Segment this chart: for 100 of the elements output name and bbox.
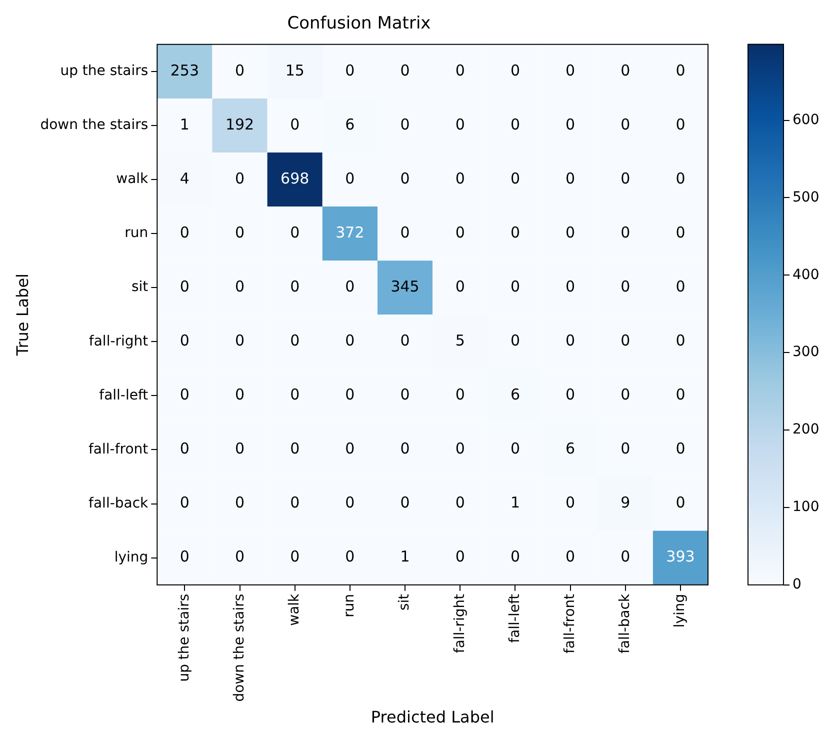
x-tick-label: walk	[286, 592, 303, 626]
data-label: 0	[510, 277, 520, 296]
y-tick-label: fall-left	[99, 387, 149, 404]
data-label: 0	[345, 440, 355, 458]
x-tick-label: fall-right	[452, 593, 468, 654]
data-label: 0	[455, 548, 465, 566]
x-tick-label: sit	[396, 593, 413, 611]
data-label: 0	[290, 548, 300, 566]
data-label: 0	[235, 440, 245, 458]
data-label: 0	[676, 494, 686, 512]
data-label: 0	[345, 386, 355, 404]
data-label: 0	[290, 277, 300, 296]
color-bar-label: 500	[792, 189, 820, 206]
data-label: 0	[235, 332, 245, 350]
color-bar-label: 300	[792, 344, 820, 360]
data-label: 372	[336, 223, 364, 242]
x-tick-label: fall-front	[562, 593, 578, 654]
data-label: 0	[566, 386, 576, 404]
data-label: 0	[180, 223, 190, 242]
data-label: 0	[235, 548, 245, 566]
data-label: 0	[566, 494, 576, 512]
data-label: 1	[510, 494, 520, 512]
data-label: 345	[390, 277, 420, 296]
y-tick-label: fall-back	[88, 495, 150, 512]
data-label: 0	[290, 386, 300, 404]
data-label: 0	[400, 440, 410, 458]
data-label: 1	[180, 115, 190, 134]
data-label: 0	[180, 548, 190, 566]
data-label: 192	[225, 115, 254, 134]
data-label: 0	[290, 440, 300, 458]
data-label: 9	[620, 494, 630, 512]
data-label: 0	[676, 61, 686, 80]
data-label: 0	[676, 332, 686, 350]
data-label: 0	[620, 115, 630, 134]
y-tick-label: up the stairs	[60, 63, 148, 80]
data-label: 0	[676, 169, 686, 188]
data-label: 0	[455, 386, 465, 404]
data-label: 0	[290, 115, 300, 134]
data-label: 0	[566, 115, 576, 134]
data-label: 0	[510, 223, 520, 242]
data-label: 0	[620, 548, 630, 566]
data-label: 0	[345, 548, 355, 566]
color-bar-label: 0	[792, 576, 802, 592]
data-label: 0	[400, 169, 410, 188]
data-label: 0	[620, 332, 630, 350]
data-label: 0	[455, 169, 465, 188]
data-label: 0	[400, 386, 410, 404]
data-label: 6	[345, 115, 355, 134]
y-tick-label: fall-front	[88, 441, 149, 458]
data-label: 0	[566, 277, 576, 296]
data-label: 0	[620, 440, 630, 458]
data-label: 0	[180, 386, 190, 404]
data-label: 0	[180, 277, 190, 296]
data-label: 0	[400, 223, 410, 242]
data-label: 0	[290, 332, 300, 350]
data-label: 0	[455, 440, 465, 458]
data-label: 0	[566, 61, 576, 80]
data-label: 0	[510, 115, 520, 134]
data-label: 0	[620, 223, 630, 242]
data-label: 0	[345, 332, 355, 350]
data-label: 0	[290, 223, 300, 242]
data-label: 6	[510, 386, 520, 404]
data-label: 0	[455, 223, 465, 242]
data-label: 0	[455, 277, 465, 296]
data-label: 0	[400, 332, 410, 350]
data-label: 0	[566, 548, 576, 566]
data-label: 0	[510, 169, 520, 188]
data-label: 0	[345, 61, 355, 80]
data-label: 0	[455, 494, 465, 512]
x-tick-label: fall-left	[506, 593, 523, 643]
chart-title: Confusion Matrix	[287, 14, 431, 34]
data-label: 0	[345, 277, 355, 296]
data-label: 0	[566, 332, 576, 350]
data-label: 0	[510, 332, 520, 350]
data-label: 4	[180, 169, 190, 188]
data-label: 0	[180, 332, 190, 350]
data-label: 6	[566, 440, 576, 458]
data-label: 0	[510, 61, 520, 80]
data-label: 0	[566, 223, 576, 242]
data-label: 0	[400, 115, 410, 134]
x-axis-title: Predicted Label	[370, 708, 494, 727]
data-label: 0	[620, 169, 630, 188]
color-bar-label: 600	[792, 112, 820, 128]
data-label: 0	[235, 386, 245, 404]
color-bar-label: 400	[792, 266, 820, 283]
x-tick-label: fall-back	[617, 592, 634, 654]
y-tick-label: down the stairs	[40, 117, 148, 134]
y-tick-label: walk	[116, 171, 150, 188]
data-label: 0	[676, 223, 686, 242]
data-label: 0	[235, 494, 245, 512]
data-label: 0	[400, 494, 410, 512]
data-label: 393	[666, 548, 695, 566]
data-label: 0	[455, 61, 465, 80]
data-label: 0	[455, 115, 465, 134]
data-label: 0	[180, 494, 190, 512]
y-tick-label: run	[124, 225, 148, 242]
data-label: 0	[235, 223, 245, 242]
data-label: 0	[620, 386, 630, 404]
data-label: 0	[676, 440, 686, 458]
data-label: 0	[235, 277, 245, 296]
